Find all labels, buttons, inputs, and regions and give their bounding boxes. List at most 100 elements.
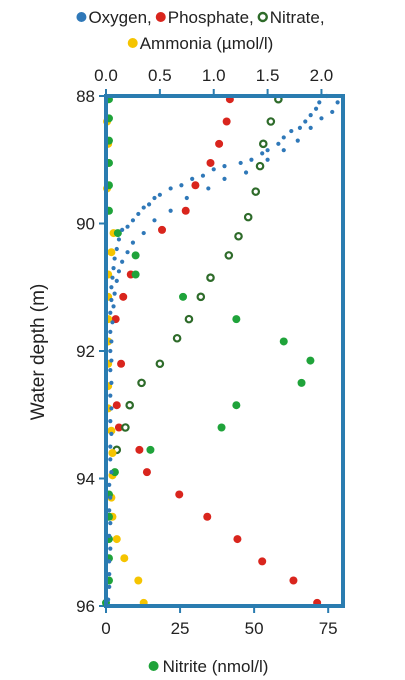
legend-top: Oxygen, Phosphate, Nitrate, Ammonia (µmol/…: [76, 8, 325, 53]
data-point: [111, 304, 116, 309]
data-point: [155, 359, 165, 369]
data-point: [266, 117, 276, 126]
data-point: [249, 157, 254, 162]
bottom-tick-label: 0: [101, 619, 110, 638]
data-point: [289, 128, 294, 134]
data-point: [108, 348, 113, 354]
data-point: [110, 320, 115, 325]
data-point: [203, 512, 212, 521]
data-point: [206, 186, 211, 191]
data-point: [191, 181, 200, 190]
data-point: [168, 208, 173, 213]
plot-marks: [102, 93, 340, 607]
data-point: [107, 248, 116, 257]
data-point: [107, 559, 112, 564]
data-point: [152, 195, 157, 201]
data-point: [158, 225, 167, 234]
data-point: [317, 100, 322, 105]
series-oxygen: [106, 93, 340, 602]
data-point: [168, 186, 173, 191]
data-point: [125, 400, 135, 410]
data-point: [108, 310, 113, 315]
data-point: [206, 273, 215, 282]
data-point: [142, 468, 151, 477]
data-point: [319, 116, 324, 121]
data-point: [116, 237, 122, 242]
data-point: [172, 333, 182, 343]
data-point: [116, 269, 122, 274]
data-point: [179, 183, 184, 188]
data-point: [279, 337, 288, 346]
top-tick-label: 2.0: [310, 66, 334, 85]
data-point: [107, 584, 112, 589]
data-point: [222, 117, 231, 126]
data-point: [146, 202, 152, 207]
data-point: [308, 125, 313, 130]
data-point: [232, 315, 241, 324]
data-point: [108, 521, 113, 526]
data-point: [258, 557, 267, 566]
data-point: [112, 256, 117, 261]
data-point: [108, 449, 117, 457]
data-point: [215, 139, 224, 148]
data-point: [130, 240, 136, 245]
data-point: [222, 176, 227, 181]
data-point: [297, 378, 306, 387]
data-point: [243, 170, 249, 175]
y-axis: 88 90 92 94 96: [76, 87, 106, 616]
data-point: [121, 423, 130, 432]
legend-marker: [76, 12, 87, 22]
data-point: [281, 148, 286, 153]
data-point: [135, 445, 144, 454]
data-point: [179, 292, 188, 301]
data-point: [108, 495, 113, 500]
bottom-tick-label: 75: [319, 619, 338, 638]
data-point: [109, 470, 114, 475]
data-point: [120, 259, 125, 264]
data-point: [141, 230, 146, 236]
legend-bottom: Nitrite (nmol/l): [148, 657, 269, 676]
y-tick-label: 92: [76, 342, 95, 361]
data-point: [109, 339, 114, 344]
data-point: [107, 482, 112, 487]
legend-label: Phosphate,: [168, 8, 254, 27]
data-point: [111, 266, 116, 271]
data-point: [114, 246, 119, 252]
data-point: [108, 393, 113, 398]
data-point: [110, 468, 119, 477]
plot-frame: [104, 94, 345, 608]
top-axis: 0.0 0.5 1.0 1.5 2.0: [94, 66, 333, 96]
data-point: [330, 109, 335, 115]
data-point: [146, 445, 155, 454]
data-point: [303, 119, 308, 124]
data-point: [184, 195, 189, 201]
bottom-tick-label: 50: [245, 619, 264, 638]
legend-label: Nitrite (nmol/l): [163, 657, 269, 676]
data-point: [112, 535, 121, 544]
data-point: [175, 490, 184, 499]
data-point: [308, 113, 313, 118]
data-point: [152, 218, 157, 223]
data-point: [109, 406, 114, 411]
data-point: [108, 329, 113, 334]
data-point: [109, 297, 114, 303]
legend-marker: [155, 12, 166, 22]
data-point: [141, 205, 146, 210]
data-point: [136, 211, 141, 217]
data-point: [108, 444, 113, 449]
data-point: [251, 187, 261, 196]
data-point: [233, 535, 242, 544]
data-point: [119, 292, 128, 301]
data-point: [181, 206, 190, 215]
data-point: [335, 100, 340, 105]
legend-label: Ammonia (µmol/l): [140, 34, 274, 53]
legend-marker: [257, 11, 268, 23]
y-axis-label: Water depth (m): [28, 284, 49, 421]
top-tick-label: 1.0: [202, 66, 226, 85]
data-point: [255, 161, 265, 171]
data-point: [234, 231, 243, 241]
data-point: [243, 212, 253, 222]
bottom-axis: 0 25 50 75: [101, 606, 338, 638]
legend-label: Nitrate,: [270, 8, 325, 27]
data-point: [107, 426, 116, 435]
